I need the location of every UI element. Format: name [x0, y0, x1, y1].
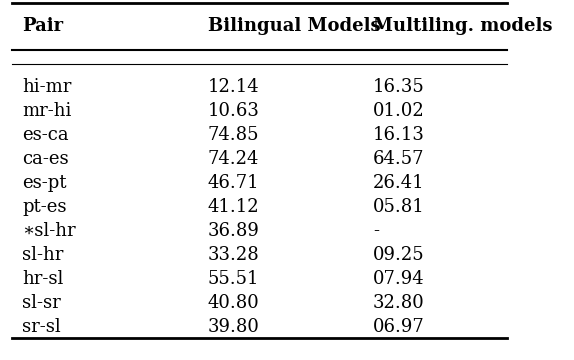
Text: 07.94: 07.94: [373, 270, 425, 288]
Text: 40.80: 40.80: [208, 294, 259, 312]
Text: 06.97: 06.97: [373, 318, 425, 336]
Text: sl-hr: sl-hr: [22, 246, 63, 264]
Text: 46.71: 46.71: [208, 174, 259, 192]
Text: 16.13: 16.13: [373, 126, 425, 144]
Text: 05.81: 05.81: [373, 198, 425, 216]
Text: 01.02: 01.02: [373, 102, 425, 120]
Text: ∗sl-hr: ∗sl-hr: [22, 222, 76, 240]
Text: 74.85: 74.85: [208, 126, 259, 144]
Text: mr-hi: mr-hi: [22, 102, 71, 120]
Text: 39.80: 39.80: [208, 318, 260, 336]
Text: 09.25: 09.25: [373, 246, 425, 264]
Text: es-pt: es-pt: [22, 174, 67, 192]
Text: sl-sr: sl-sr: [22, 294, 61, 312]
Text: 12.14: 12.14: [208, 78, 259, 96]
Text: Pair: Pair: [22, 18, 63, 36]
Text: ca-es: ca-es: [22, 150, 69, 168]
Text: 16.35: 16.35: [373, 78, 425, 96]
Text: 33.28: 33.28: [208, 246, 259, 264]
Text: 64.57: 64.57: [373, 150, 425, 168]
Text: Multiling. models: Multiling. models: [373, 18, 553, 36]
Text: hr-sl: hr-sl: [22, 270, 63, 288]
Text: 32.80: 32.80: [373, 294, 425, 312]
Text: 55.51: 55.51: [208, 270, 259, 288]
Text: 41.12: 41.12: [208, 198, 259, 216]
Text: sr-sl: sr-sl: [22, 318, 61, 336]
Text: Bilingual Models: Bilingual Models: [208, 18, 381, 36]
Text: es-ca: es-ca: [22, 126, 69, 144]
Text: 74.24: 74.24: [208, 150, 259, 168]
Text: pt-es: pt-es: [22, 198, 67, 216]
Text: 36.89: 36.89: [208, 222, 260, 240]
Text: -: -: [373, 222, 379, 240]
Text: 10.63: 10.63: [208, 102, 260, 120]
Text: 26.41: 26.41: [373, 174, 425, 192]
Text: hi-mr: hi-mr: [22, 78, 71, 96]
